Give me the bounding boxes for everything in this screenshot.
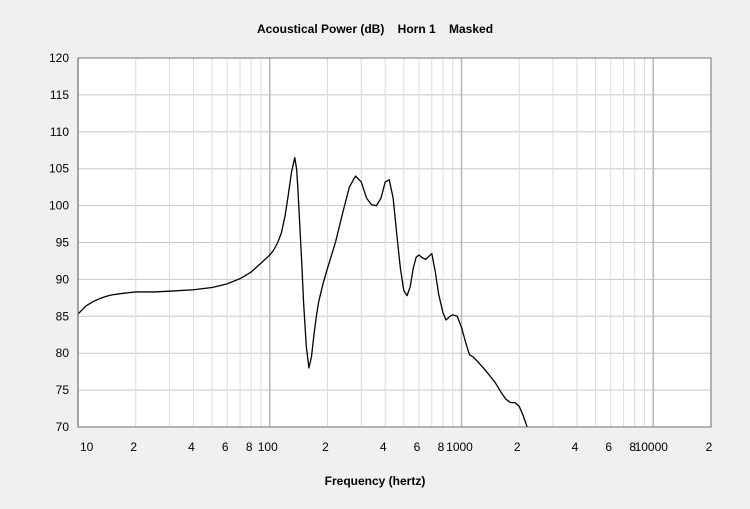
y-axis-ticks: 70 75 80 85 90 95 100 105 110 115 120 xyxy=(49,51,69,434)
x-tick-label: 8 xyxy=(438,440,445,454)
chart-title: Acoustical Power (dB) Horn 1 Masked xyxy=(257,22,493,36)
y-tick-label: 75 xyxy=(56,383,70,397)
x-tick-label: 2 xyxy=(322,440,329,454)
y-tick-label: 105 xyxy=(49,162,69,176)
y-tick-label: 115 xyxy=(50,88,69,102)
x-tick-label: 6 xyxy=(222,440,229,454)
x-tick-label: 10000 xyxy=(635,440,669,454)
y-tick-label: 85 xyxy=(56,309,70,323)
y-tick-label: 120 xyxy=(49,51,69,65)
x-tick-label: 4 xyxy=(188,440,195,454)
x-tick-label: 2 xyxy=(706,440,713,454)
x-tick-label: 4 xyxy=(380,440,387,454)
plot-border xyxy=(77,57,712,428)
x-tick-label: 8 xyxy=(246,440,253,454)
x-tick-label: 4 xyxy=(572,440,579,454)
x-tick-label: 100 xyxy=(258,440,278,454)
x-tick-label: 6 xyxy=(414,440,421,454)
x-tick-label: 1000 xyxy=(446,440,473,454)
x-tick-label: 2 xyxy=(514,440,521,454)
y-tick-label: 70 xyxy=(56,420,70,434)
series-layer xyxy=(77,156,528,428)
y-tick-label: 100 xyxy=(49,199,69,213)
y-tick-label: 95 xyxy=(56,236,70,250)
x-tick-label: 8 xyxy=(629,440,636,454)
x-axis-label: Frequency (hertz) xyxy=(325,474,426,488)
x-tick-label: 6 xyxy=(605,440,612,454)
x-tick-label: 2 xyxy=(130,440,137,454)
series-line-0 xyxy=(77,156,528,428)
y-tick-label: 80 xyxy=(56,346,70,360)
x-tick-label: 10 xyxy=(80,440,94,454)
y-tick-label: 110 xyxy=(50,125,69,139)
y-tick-label: 90 xyxy=(56,272,70,286)
